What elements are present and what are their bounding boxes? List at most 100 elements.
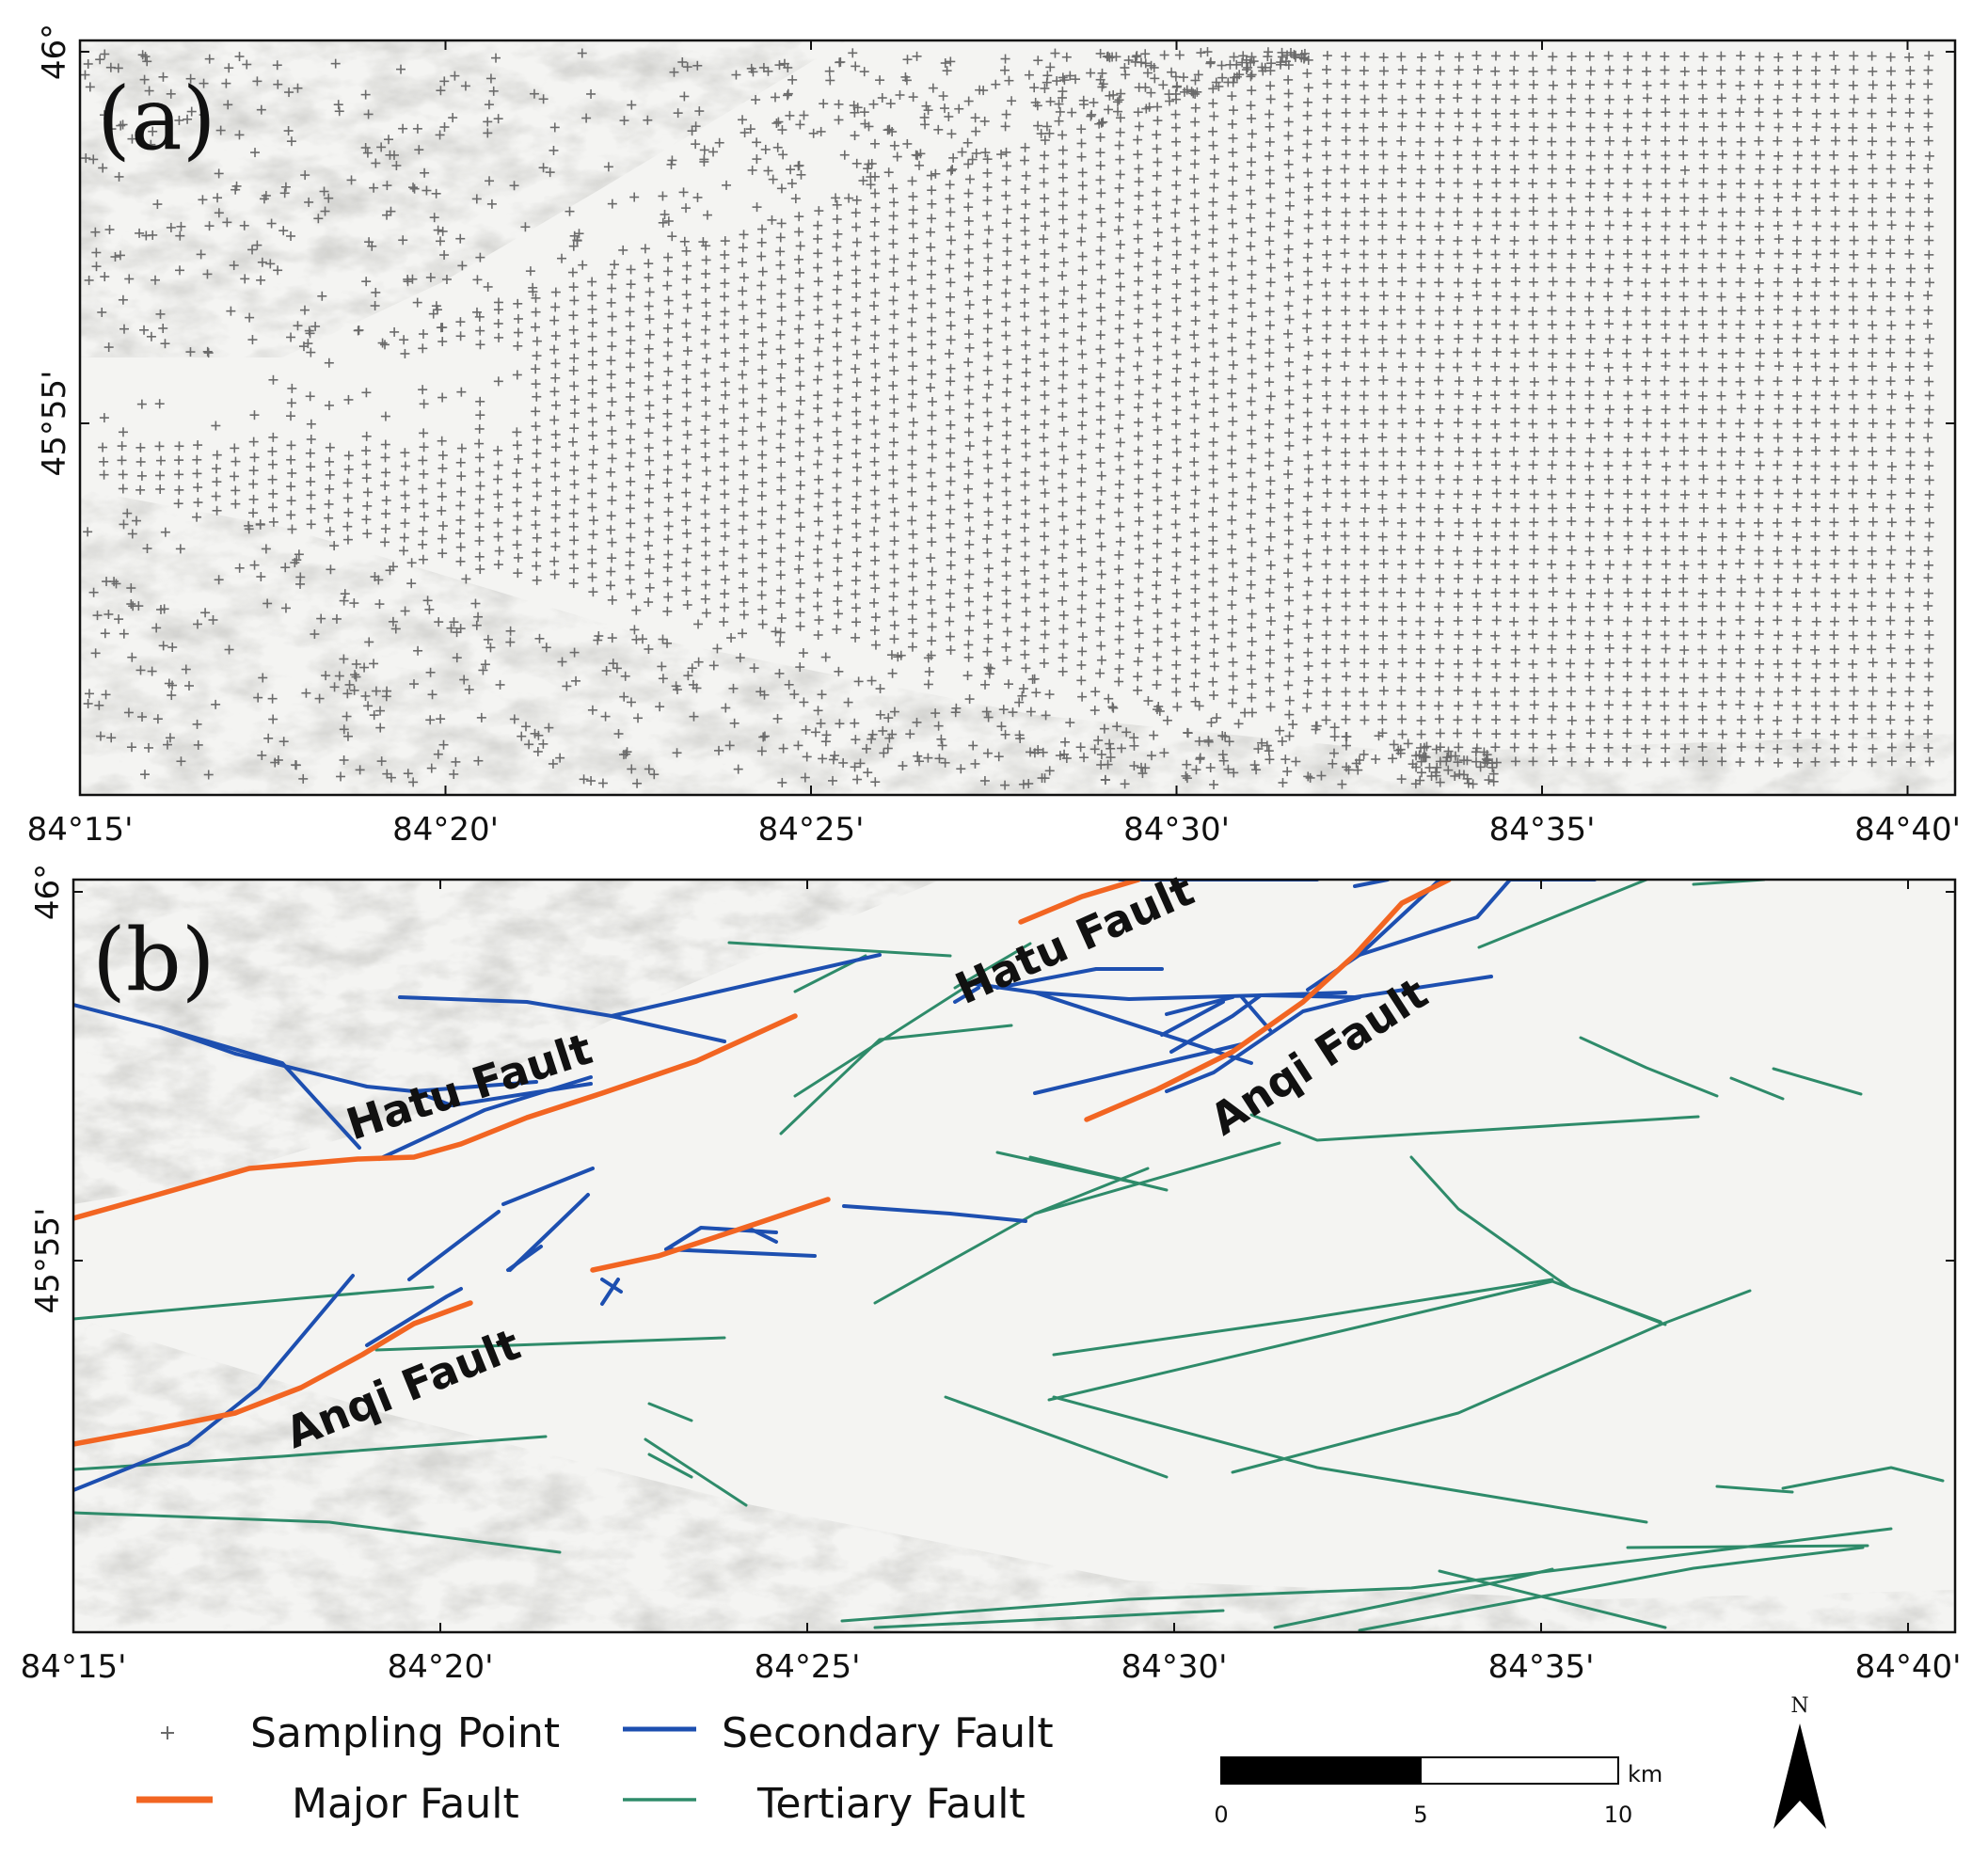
- sampling-point: [1002, 656, 1012, 666]
- sampling-point: [982, 154, 993, 165]
- sampling-point: [249, 453, 260, 463]
- sampling-point: [1058, 383, 1068, 393]
- sampling-point: [926, 284, 936, 294]
- sampling-point: [231, 456, 241, 467]
- sampling-point: [964, 412, 975, 422]
- sampling-point: [1077, 349, 1088, 359]
- sampling-point: [1171, 279, 1182, 290]
- sampling-point: [1002, 233, 1012, 244]
- sampling-point: [982, 279, 993, 290]
- sampling-point: [587, 572, 597, 582]
- sampling-point: [739, 342, 749, 353]
- sampling-point: [851, 265, 861, 276]
- sampling-point: [888, 465, 899, 475]
- sampling-point: [869, 231, 880, 242]
- sampling-point: [832, 624, 842, 634]
- sampling-point: [983, 379, 994, 389]
- sampling-point: [1134, 559, 1144, 569]
- sampling-point: [1152, 299, 1162, 310]
- sampling-point: [701, 269, 711, 279]
- sampling-point: [1021, 438, 1031, 449]
- sampling-point: [607, 311, 617, 322]
- sampling-point: [813, 346, 823, 357]
- sampling-point: [1020, 410, 1030, 421]
- sampling-point: [644, 301, 654, 311]
- sampling-point: [1039, 503, 1049, 514]
- sampling-point: [1058, 426, 1069, 437]
- sampling-point: [851, 632, 861, 643]
- sampling-point: [268, 374, 278, 385]
- sampling-point: [682, 501, 692, 512]
- sampling-point: [625, 503, 635, 514]
- sampling-point: [813, 233, 823, 244]
- sampling-point: [869, 330, 880, 341]
- sampling-point: [419, 428, 429, 438]
- sampling-point: [1021, 607, 1031, 617]
- sampling-point: [1114, 198, 1124, 208]
- sampling-point: [888, 606, 899, 616]
- sampling-point: [775, 344, 786, 355]
- sampling-point: [1021, 354, 1031, 364]
- sampling-point: [1096, 231, 1106, 242]
- sampling-point: [663, 521, 674, 532]
- x-tick-label: 84°20': [392, 811, 499, 849]
- sampling-point: [983, 421, 994, 432]
- sampling-point: [963, 215, 974, 226]
- sampling-point: [455, 528, 466, 538]
- sampling-point: [117, 455, 127, 466]
- sampling-point: [775, 442, 786, 453]
- sampling-point: [832, 468, 842, 478]
- sampling-point: [568, 365, 579, 375]
- sampling-point: [1002, 359, 1012, 370]
- sampling-point: [720, 531, 730, 541]
- sampling-point: [739, 273, 749, 283]
- sampling-point: [1115, 169, 1125, 180]
- x-tick-label: 84°35': [1489, 811, 1596, 849]
- sampling-point: [739, 357, 749, 367]
- sampling-point: [1114, 580, 1124, 590]
- sampling-point: [701, 466, 711, 476]
- sampling-point: [756, 294, 767, 305]
- sampling-point: [1077, 576, 1088, 586]
- sampling-point: [739, 398, 749, 408]
- sampling-point: [1133, 403, 1143, 413]
- sampling-point: [587, 388, 597, 398]
- sampling-point: [907, 375, 917, 386]
- sampling-point: [361, 515, 372, 525]
- sampling-point: [1153, 157, 1163, 167]
- sampling-point: [494, 501, 504, 512]
- sampling-point: [907, 261, 917, 271]
- sampling-point: [361, 473, 372, 484]
- sampling-point: [700, 509, 710, 519]
- sampling-point: [1096, 569, 1106, 580]
- sampling-point: [1058, 200, 1068, 211]
- sampling-point: [1114, 380, 1124, 390]
- sampling-point: [908, 205, 918, 215]
- sampling-point: [1096, 188, 1106, 199]
- sampling-point: [1095, 598, 1105, 609]
- sampling-point: [644, 413, 655, 423]
- sampling-point: [1076, 617, 1087, 627]
- sampling-point: [813, 545, 823, 555]
- sampling-point: [719, 362, 729, 373]
- sampling-point: [1114, 140, 1124, 151]
- sampling-point: [701, 297, 711, 308]
- sampling-point: [512, 540, 522, 550]
- sampling-point: [1058, 327, 1069, 338]
- sampling-point: [681, 274, 692, 284]
- sampling-point: [738, 568, 748, 579]
- sampling-point: [1170, 122, 1181, 133]
- sampling-point: [963, 286, 974, 296]
- sampling-point: [982, 167, 993, 178]
- sampling-point: [380, 524, 390, 534]
- sampling-point: [136, 399, 147, 409]
- sampling-point: [681, 459, 692, 469]
- sampling-point: [908, 417, 918, 427]
- sampling-point: [908, 544, 918, 554]
- sampling-point: [381, 468, 391, 478]
- sampling-point: [1040, 207, 1050, 217]
- sampling-point: [927, 326, 937, 337]
- sampling-point: [1170, 490, 1181, 500]
- sampling-point: [813, 630, 823, 641]
- sampling-point: [982, 211, 993, 221]
